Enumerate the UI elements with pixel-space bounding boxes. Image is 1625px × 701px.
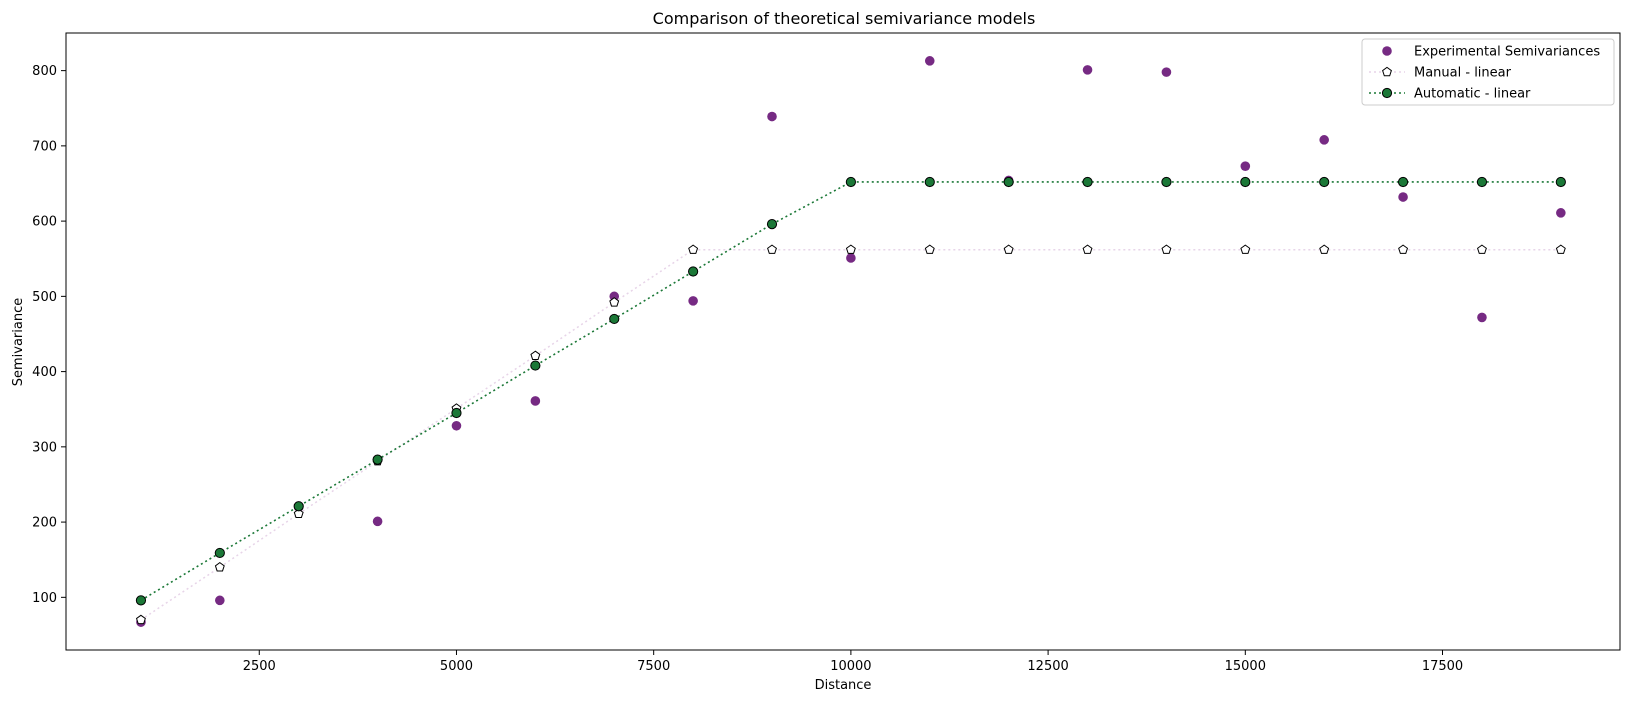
experimental-point xyxy=(609,291,620,302)
automatic-linear-point xyxy=(1082,176,1093,188)
plot-area xyxy=(135,56,1566,627)
experimental-point xyxy=(372,516,383,527)
automatic-linear-point xyxy=(766,219,778,230)
automatic-linear-point xyxy=(924,176,935,188)
manual-linear-point xyxy=(214,562,225,572)
y-tick-label: 600 xyxy=(32,215,57,230)
legend-marker-manual xyxy=(1382,66,1392,77)
x-tick-label: 2500 xyxy=(243,659,276,674)
experimental-point xyxy=(1161,67,1172,77)
manual-linear-point xyxy=(1240,244,1251,254)
automatic-linear-point xyxy=(1555,176,1566,188)
series-automatic-linear xyxy=(135,176,1566,606)
experimental-point xyxy=(1319,135,1329,145)
x-tick-label: 15000 xyxy=(1225,659,1266,674)
manual-linear-point xyxy=(1555,244,1566,254)
experimental-point xyxy=(215,595,225,606)
y-tick-label: 300 xyxy=(32,440,57,455)
automatic-linear-point xyxy=(135,595,147,606)
x-tick-label: 10000 xyxy=(830,659,871,674)
x-tick-label: 17500 xyxy=(1422,659,1463,674)
experimental-point xyxy=(1398,192,1408,202)
experimental-point xyxy=(1477,312,1487,323)
y-tick-label: 700 xyxy=(32,139,57,154)
automatic-linear-point xyxy=(688,266,699,277)
automatic-linear-point xyxy=(1319,176,1330,188)
automatic-linear-point xyxy=(372,454,383,465)
x-tick-label: 5000 xyxy=(440,659,473,674)
manual-linear-point xyxy=(135,614,146,625)
experimental-point xyxy=(1082,65,1093,75)
automatic-linear-point xyxy=(1003,176,1014,188)
experimental-point xyxy=(451,420,462,431)
manual-linear-point xyxy=(293,508,304,519)
manual-linear-point xyxy=(1082,244,1093,254)
manual-linear-point xyxy=(1398,244,1409,254)
experimental-point xyxy=(530,396,541,406)
legend-frame xyxy=(1361,38,1615,106)
chart-title: Comparison of theoretical semivariance m… xyxy=(653,9,1036,28)
experimental-point xyxy=(846,253,856,263)
y-tick-label: 200 xyxy=(32,516,57,531)
plot-frame xyxy=(65,32,1621,651)
experimental-point xyxy=(688,296,698,306)
manual-linear-line xyxy=(140,248,1561,621)
experimental-point xyxy=(1556,208,1566,218)
manual-linear-point xyxy=(767,244,777,254)
y-tick-label: 800 xyxy=(32,64,57,79)
experimental-point xyxy=(1240,161,1251,171)
manual-linear-point xyxy=(530,350,541,361)
manual-linear-point xyxy=(1476,244,1487,254)
legend: Experimental Semivariances Manual - linea… xyxy=(1361,38,1615,106)
manual-linear-point xyxy=(924,244,935,254)
automatic-linear-point xyxy=(214,547,225,559)
y-axis-ticks: 100 200 300 400 500 600 700 800 xyxy=(32,64,66,606)
legend-label: Experimental Semivariances xyxy=(1414,45,1600,60)
y-tick-label: 400 xyxy=(32,365,57,380)
automatic-linear-point xyxy=(451,407,462,419)
legend-label: Manual - linear xyxy=(1414,66,1512,81)
experimental-point xyxy=(767,111,777,122)
x-axis-ticks: 2500 5000 7500 10000 12500 15000 17500 xyxy=(243,650,1463,674)
automatic-linear-point xyxy=(1476,176,1488,188)
automatic-linear-point xyxy=(1161,176,1172,188)
manual-linear-point xyxy=(1319,244,1330,254)
x-tick-label: 7500 xyxy=(637,659,670,674)
manual-linear-point xyxy=(688,244,699,254)
legend-label: Automatic - linear xyxy=(1414,87,1531,102)
automatic-linear-point xyxy=(1397,176,1409,188)
legend-marker-experimental xyxy=(1382,46,1392,56)
y-axis-label: Semivariance xyxy=(11,298,26,387)
legend-marker-automatic xyxy=(1381,87,1393,99)
series-experimental-semivariances xyxy=(136,56,1566,627)
manual-linear-point xyxy=(609,297,620,307)
series-manual-linear xyxy=(135,244,1566,625)
automatic-linear-point xyxy=(530,360,541,371)
manual-linear-point xyxy=(1161,244,1172,254)
manual-linear-point xyxy=(1003,244,1014,254)
experimental-point xyxy=(924,56,935,66)
automatic-linear-point xyxy=(293,501,304,512)
y-tick-label: 500 xyxy=(32,290,57,305)
automatic-linear-point xyxy=(1240,176,1251,188)
x-axis-label: Distance xyxy=(815,678,872,693)
automatic-linear-point xyxy=(609,313,620,325)
automatic-linear-point xyxy=(845,176,856,188)
y-tick-label: 100 xyxy=(32,591,57,606)
x-tick-label: 12500 xyxy=(1027,659,1068,674)
manual-linear-point xyxy=(845,244,856,254)
